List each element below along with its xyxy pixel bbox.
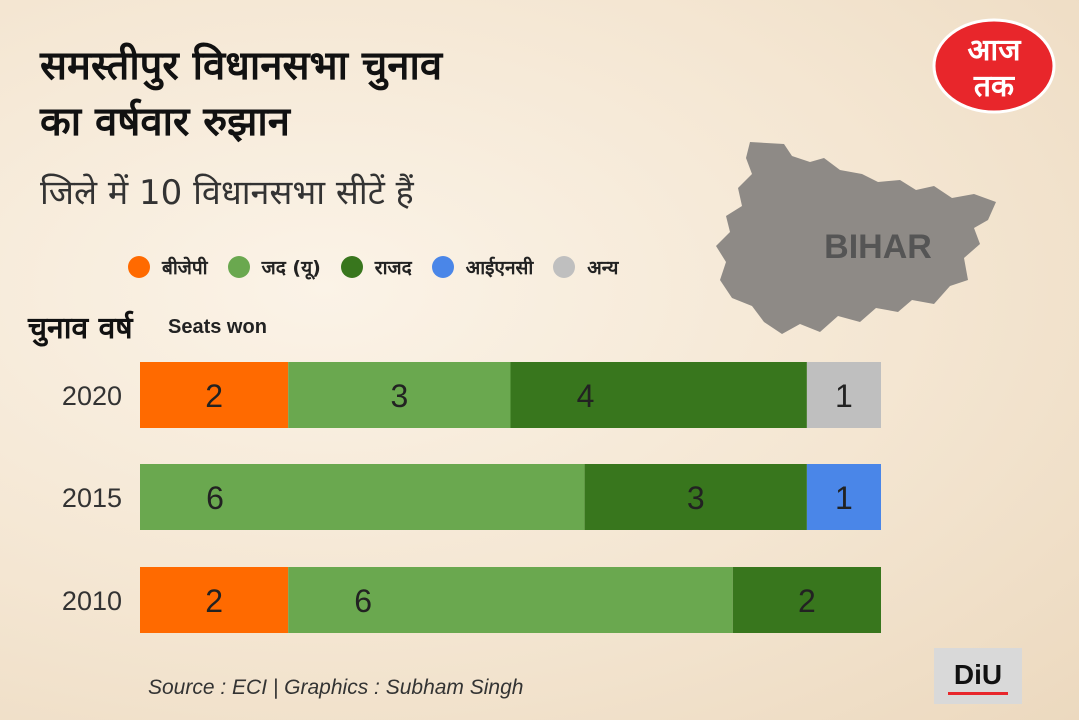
aajtak-logo: आज तक (932, 18, 1056, 114)
y-tick-label-2020: 2020 (62, 381, 122, 411)
bar-value-label-2020-4: 1 (835, 378, 853, 414)
bar-segment-2015-1 (140, 464, 585, 530)
bar-value-label-2010-0: 2 (205, 583, 223, 619)
svg-text:तक: तक (973, 69, 1015, 104)
chart-title-line-2: का वर्षवार रुझान (40, 99, 290, 145)
source-credit: Source : ECI | Graphics : Subham Singh (148, 676, 524, 699)
bar-value-label-2020-1: 3 (390, 378, 408, 414)
bihar-map: BIHAR (716, 142, 996, 334)
bar-segment-2020-1 (288, 362, 511, 428)
bar-segment-2020-2 (510, 362, 807, 428)
bar-segment-2015-2 (584, 464, 807, 530)
map-label: BIHAR (824, 228, 932, 266)
bar-segment-2015-3 (806, 464, 881, 530)
legend-item-jdu: जद (यू) (227, 254, 321, 280)
diu-logo-text: DiU (954, 659, 1002, 690)
legend-item-rjd: राजद (340, 254, 412, 280)
y-tick-label-2010: 2010 (62, 586, 122, 616)
bar-segment-2010-2 (732, 567, 881, 633)
legend-item-bjp: बीजेपी (128, 254, 208, 280)
legend-label-bjp: बीजेपी (162, 257, 208, 279)
bar-segment-2010-0 (140, 567, 289, 633)
legend-swatch-inc (431, 256, 454, 278)
bar-segment-2020-0 (140, 362, 289, 428)
chart-subtitle: जिले में 10 विधानसभा सीटें हैं (40, 173, 414, 213)
legend-label-rjd: राजद (374, 257, 412, 279)
diu-logo: DiU (934, 648, 1022, 704)
y-tick-label-2015: 2015 (62, 483, 122, 513)
bar-segment-2020-4 (806, 362, 881, 428)
y-axis-title: चुनाव वर्ष (28, 311, 133, 346)
bar-segment-2010-1 (288, 567, 733, 633)
legend-swatch-others (553, 256, 576, 278)
legend-label-others: अन्य (587, 257, 619, 279)
legend-item-others: अन्य (553, 254, 618, 280)
bar-value-label-2015-3: 1 (835, 480, 853, 516)
legend-label-inc: आईएनसी (465, 257, 534, 279)
svg-text:आज: आज (968, 33, 1023, 68)
legend-label-jdu: जद (यू) (261, 257, 321, 279)
legend: बीजेपी जद (यू) राजद आईएनसी अन्य (128, 254, 638, 280)
bar-value-label-2015-1: 6 (206, 480, 224, 516)
chart-title: समस्तीपुर विधानसभा चुनाव का वर्षवार रुझा… (40, 38, 442, 150)
bar-value-label-2010-1: 6 (354, 583, 372, 619)
x-axis-title: Seats won (168, 316, 267, 338)
bar-value-label-2010-2: 2 (798, 583, 816, 619)
legend-item-inc: आईएनसी (431, 254, 534, 280)
legend-swatch-jdu (227, 256, 250, 278)
legend-swatch-rjd (340, 256, 363, 278)
bar-value-label-2020-2: 4 (577, 378, 595, 414)
chart-title-line-1: समस्तीपुर विधानसभा चुनाव (40, 43, 443, 89)
bar-value-label-2020-0: 2 (205, 378, 223, 414)
legend-swatch-bjp (128, 256, 150, 278)
bar-value-label-2015-2: 3 (687, 480, 705, 516)
